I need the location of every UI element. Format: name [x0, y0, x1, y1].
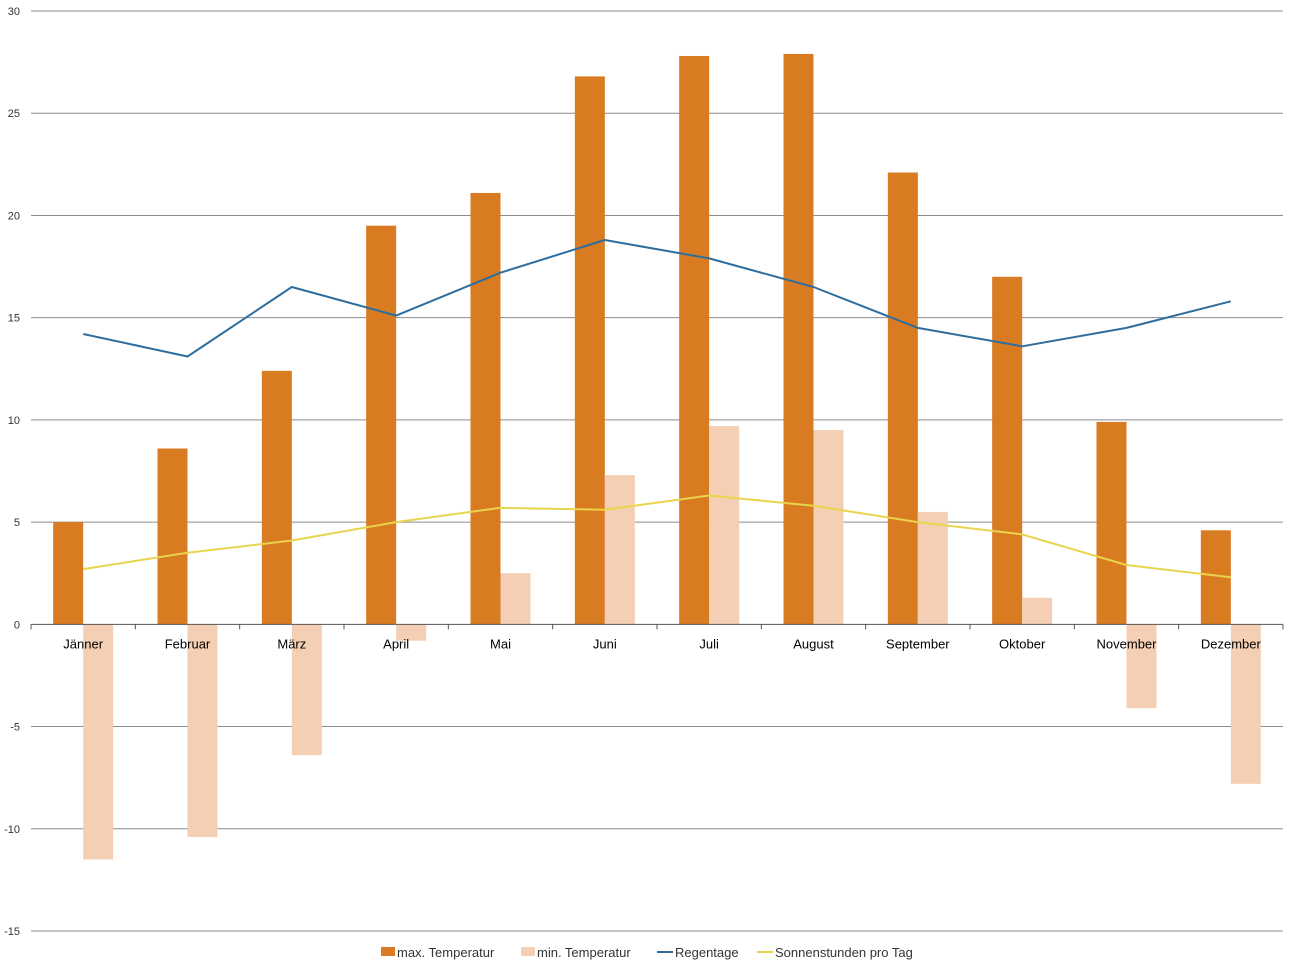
x-tick-label: März	[277, 636, 306, 651]
bar-min-temperatur-november	[1126, 624, 1157, 709]
legend-label: Regentage	[675, 945, 739, 960]
x-tick-label: Dezember	[1201, 636, 1262, 651]
bar-min-temperatur-juli	[709, 426, 740, 625]
bar-min-temperatur-juni	[604, 475, 635, 625]
bar-max-temperatur-oktober	[992, 276, 1023, 625]
bar-min-temperatur-jänner	[83, 624, 114, 860]
x-tick-label: August	[793, 636, 834, 651]
y-axis-ticks: 30 25 20 15 10 5 0 -5 -10 -15	[4, 6, 20, 938]
bar-max-temperatur-märz	[261, 370, 292, 625]
y-tick-label: 20	[8, 210, 20, 222]
legend: max. Temperatur min. Temperatur Regentage S…	[381, 945, 913, 960]
x-tick-label: November	[1097, 636, 1158, 651]
x-tick-label: Mai	[490, 636, 511, 651]
bar-min-temperatur-februar	[187, 624, 218, 837]
x-tick-label: Juli	[699, 636, 719, 651]
legend-item-sonnenstunden-pro-tag: Sonnenstunden pro Tag	[757, 945, 913, 960]
bar-min-temperatur-april	[396, 624, 427, 641]
line-sonnenstunden-pro-tag	[83, 494, 1231, 579]
x-tick-label: Februar	[165, 636, 211, 651]
bar-max-temperatur-februar	[157, 448, 188, 625]
legend-label: min. Temperatur	[537, 945, 631, 960]
bar-min-temperatur-september	[917, 511, 948, 625]
x-tick-label: Oktober	[999, 636, 1046, 651]
bar-max-temperatur-juni	[574, 76, 605, 625]
y-tick-label: -10	[4, 824, 20, 836]
bar-max-temperatur-august	[783, 53, 814, 625]
bar-max-temperatur-juli	[679, 55, 710, 625]
bar-max-temperatur-mai	[470, 192, 501, 625]
line-regentage	[82, 239, 1232, 358]
legend-item-min-temperatur: min. Temperatur	[521, 945, 631, 960]
legend-swatch	[521, 947, 535, 956]
bar-min-temperatur-märz	[291, 624, 322, 756]
bar-min-temperatur-dezember	[1230, 624, 1261, 784]
lines	[82, 239, 1232, 579]
x-tick-label: April	[383, 636, 409, 651]
bar-min-temperatur-mai	[500, 573, 531, 625]
x-tick-label: Jänner	[63, 636, 103, 651]
x-tick-label: September	[886, 636, 950, 651]
bar-max-temperatur-april	[366, 225, 397, 625]
bar-max-temperatur-jänner	[53, 522, 84, 625]
legend-item-regentage: Regentage	[657, 945, 739, 960]
grid	[31, 10, 1283, 932]
y-tick-label: 25	[8, 108, 20, 120]
y-tick-label: 5	[14, 517, 20, 529]
y-tick-label: -15	[4, 926, 20, 938]
x-axis	[30, 623, 1284, 630]
y-tick-label: 0	[14, 619, 20, 631]
y-tick-label: -5	[10, 722, 20, 734]
legend-item-max-temperatur: max. Temperatur	[381, 945, 495, 960]
legend-swatch	[381, 947, 395, 956]
bars	[53, 53, 1261, 860]
y-tick-label: 10	[8, 415, 20, 427]
legend-label: max. Temperatur	[397, 945, 495, 960]
y-tick-label: 30	[8, 6, 20, 18]
bar-max-temperatur-september	[887, 172, 918, 625]
x-tick-label: Juni	[593, 636, 617, 651]
bar-min-temperatur-august	[813, 430, 844, 625]
legend-label: Sonnenstunden pro Tag	[775, 945, 913, 960]
category-labels: Jänner Februar März April Mai Juni Juli August S…	[63, 636, 1261, 651]
y-tick-label: 15	[8, 313, 20, 325]
bar-max-temperatur-november	[1096, 421, 1127, 625]
bar-min-temperatur-oktober	[1022, 597, 1053, 625]
